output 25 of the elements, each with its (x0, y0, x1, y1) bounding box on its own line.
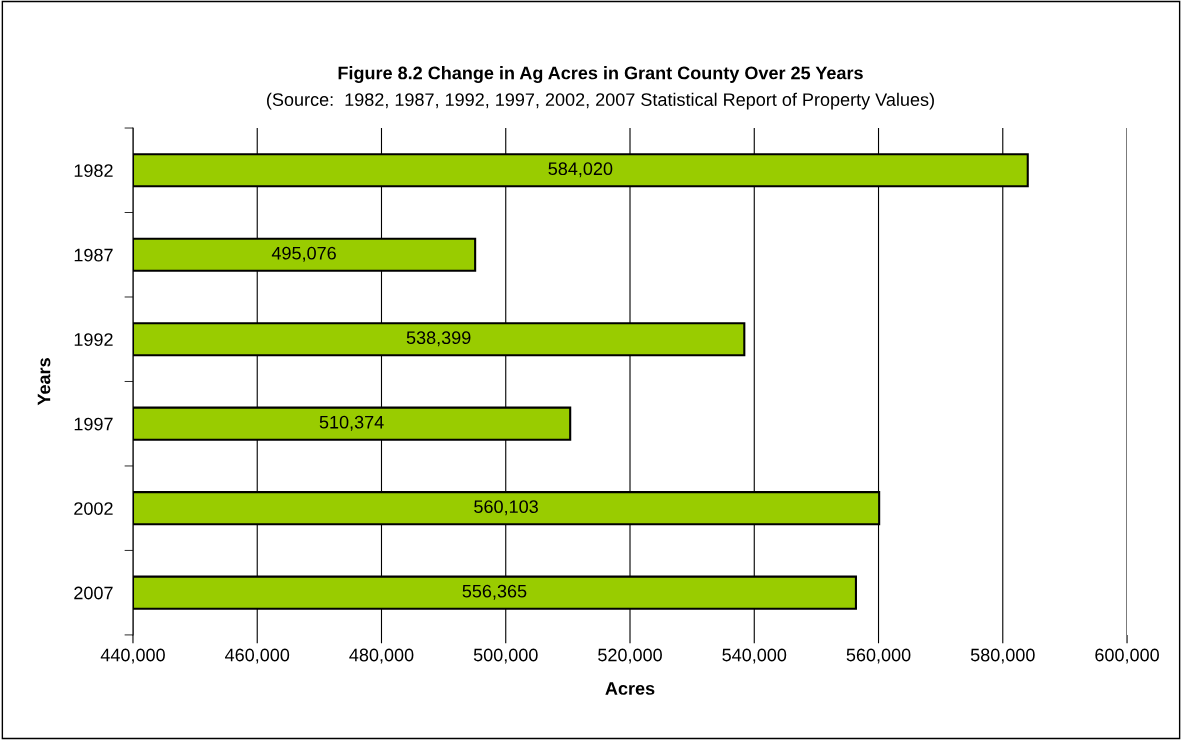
y-tick-label: 2007 (74, 586, 113, 600)
x-tick-label: 440,000 (100, 648, 165, 664)
x-tick-label: 520,000 (598, 648, 662, 664)
data-label: 495,076 (271, 246, 336, 262)
chart-subtitle: (Source: 1982, 1987, 1992, 1997, 2002, 2007 Statistical Report of Property Values) (267, 92, 934, 110)
x-tick-label: 540,000 (722, 648, 787, 664)
x-axis-title: Acres (605, 682, 655, 695)
x-tick-label: 460,000 (225, 648, 290, 664)
x-tick-label: 500,000 (473, 648, 538, 664)
chart-title: Figure 8.2 Change in Ag Acres in Grant County Over 25 Years (338, 66, 863, 84)
y-axis-title: Years (37, 358, 51, 406)
data-label: 510,374 (319, 415, 384, 431)
x-tick-label: 560,000 (846, 648, 911, 664)
data-label: 584,020 (548, 162, 613, 178)
y-tick-label: 1997 (74, 417, 113, 431)
data-label: 538,399 (406, 331, 471, 347)
x-tick-label: 480,000 (349, 648, 414, 664)
y-tick-label: 1982 (74, 164, 113, 177)
x-tick-label: 600,000 (1095, 648, 1159, 664)
y-tick-label: 1987 (74, 248, 113, 262)
x-tick-label: 580,000 (970, 648, 1035, 664)
data-label: 560,103 (474, 500, 538, 516)
y-tick-label: 2002 (74, 502, 113, 515)
y-tick-label: 1992 (74, 333, 113, 346)
data-label: 556,365 (462, 584, 527, 600)
